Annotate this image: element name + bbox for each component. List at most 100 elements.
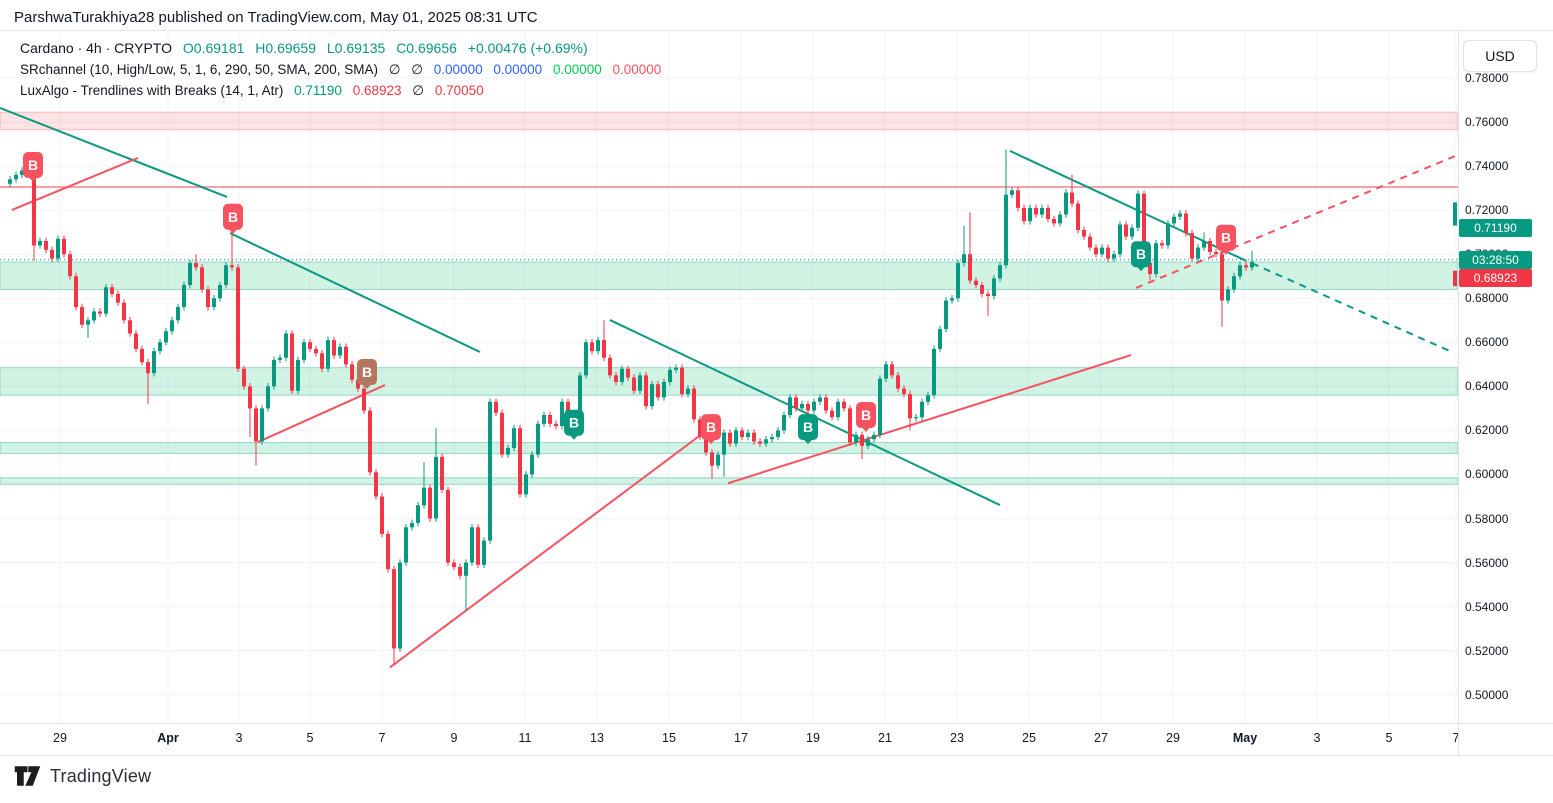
candle-up: [1058, 214, 1062, 224]
legend-srchannel-row[interactable]: SRchannel (10, High/Low, 5, 1, 6, 290, 5…: [20, 59, 668, 80]
candle-up: [1238, 265, 1242, 277]
break-marker-tail: [804, 439, 812, 445]
candle-down: [848, 408, 852, 443]
candle-up: [560, 401, 564, 427]
time-axis-label: 15: [662, 731, 676, 745]
candle-up: [1196, 247, 1200, 259]
candle-up: [86, 320, 90, 325]
candle-down: [614, 375, 618, 382]
candle-up: [104, 287, 108, 314]
time-axis-label: May: [1232, 731, 1258, 745]
currency-unit-button[interactable]: USD: [1463, 40, 1537, 72]
time-axis-label: Apr: [157, 731, 179, 745]
candle-up: [1202, 240, 1206, 248]
candle-down: [1208, 240, 1212, 253]
candle-down: [740, 430, 744, 438]
candle-down: [248, 386, 252, 409]
candle-down: [206, 289, 210, 308]
break-marker-letter: B: [1136, 246, 1146, 262]
candle-down: [242, 368, 246, 387]
candle-up: [1226, 289, 1230, 301]
candle-up: [410, 522, 414, 528]
candle-up: [14, 174, 18, 180]
candle-down: [1244, 265, 1248, 268]
legend-luxalgo-row[interactable]: LuxAlgo - Trendlines with Breaks (14, 1,…: [20, 80, 668, 101]
candle-up: [914, 417, 918, 419]
pane-border-top: [0, 30, 1553, 31]
candle-down: [362, 388, 366, 411]
axis-border-bottom: [0, 755, 1553, 756]
luxalgo-mid-value: 0.70050: [434, 83, 484, 98]
empty-set-icon: ∅: [411, 62, 424, 77]
time-axis-label: 9: [450, 731, 458, 745]
candle-down: [368, 410, 372, 473]
candle-up: [284, 333, 288, 358]
candle-up: [944, 300, 948, 330]
ohlc-low: L0.69135: [326, 40, 386, 56]
break-marker-tail: [363, 384, 371, 390]
candle-down: [98, 311, 102, 314]
candle-up: [938, 329, 942, 349]
candle-down: [80, 307, 84, 325]
trendline-break-marker: [564, 409, 584, 436]
time-axis[interactable]: 29 Apr 3 5 7 9 11 13 15 17 19 21 23 25 27 29 May 3 5 7: [0, 724, 1459, 755]
break-marker-letter: B: [1221, 230, 1231, 246]
price-axis-label: 0.74000: [1465, 159, 1509, 174]
empty-set-icon: ∅: [388, 62, 401, 77]
down-trendline: [1009, 150, 1241, 259]
break-marker-letter: B: [803, 419, 813, 435]
candle-down: [332, 340, 336, 356]
break-marker-letter: B: [706, 419, 716, 435]
price-axis-label: 0.76000: [1465, 115, 1509, 130]
footer-brand-link[interactable]: TradingView: [14, 764, 151, 788]
candle-up: [1004, 194, 1008, 266]
luxalgo-upper-value: 0.71190: [294, 83, 342, 98]
candle-down: [908, 394, 912, 419]
break-marker-letter: B: [861, 407, 871, 423]
price-axis-label: 0.72000: [1465, 203, 1509, 218]
break-marker-tail: [707, 439, 715, 445]
trendline-break-marker: [798, 414, 818, 441]
candle-down: [1214, 252, 1218, 255]
candle-down: [1142, 193, 1146, 264]
candle-down: [140, 348, 144, 363]
candle-down: [254, 408, 258, 442]
candle-down: [830, 410, 834, 418]
candle-down: [440, 456, 444, 490]
candle-up: [926, 395, 930, 402]
candle-up: [398, 562, 402, 649]
price-axis[interactable]: 0.780000.760000.740000.720000.700000.680…: [1459, 30, 1553, 723]
price-axis-label: 0.50000: [1465, 687, 1509, 702]
indicator-price-badge: 0.71190: [1459, 219, 1532, 237]
tradingview-logo-icon: [14, 766, 41, 786]
price-axis-label: 0.60000: [1465, 467, 1509, 482]
bar-countdown-badge: 03:28:50: [1459, 250, 1532, 269]
candle-down: [554, 423, 558, 427]
candle-up: [278, 357, 282, 360]
candle-up: [932, 348, 936, 396]
trendline-break-marker: [223, 203, 243, 230]
trendline-break-marker: [1131, 241, 1151, 268]
srchannel-value-2: 0.00000: [493, 62, 543, 77]
candle-down: [602, 340, 606, 358]
candle-up: [770, 437, 774, 440]
candle-down: [590, 342, 594, 352]
candle-up: [326, 340, 330, 369]
candle-down: [968, 254, 972, 281]
time-axis-label: 5: [1385, 731, 1393, 745]
candle-down: [728, 432, 732, 444]
support-zone: [0, 367, 1459, 396]
candle-up: [488, 401, 492, 541]
time-axis-label: 23: [950, 731, 964, 745]
candle-up: [56, 238, 60, 259]
candle-up: [818, 397, 822, 402]
candle-down: [974, 280, 978, 286]
legend-symbol-row[interactable]: Cardano · 4h · CRYPTO O0.69181 H0.69659 …: [20, 38, 668, 59]
candle-down: [428, 487, 432, 519]
candle-down: [146, 362, 150, 374]
candle-up: [158, 342, 162, 352]
price-axis-label: 0.52000: [1465, 643, 1509, 658]
candle-down: [50, 249, 54, 259]
candle-up: [524, 474, 528, 495]
